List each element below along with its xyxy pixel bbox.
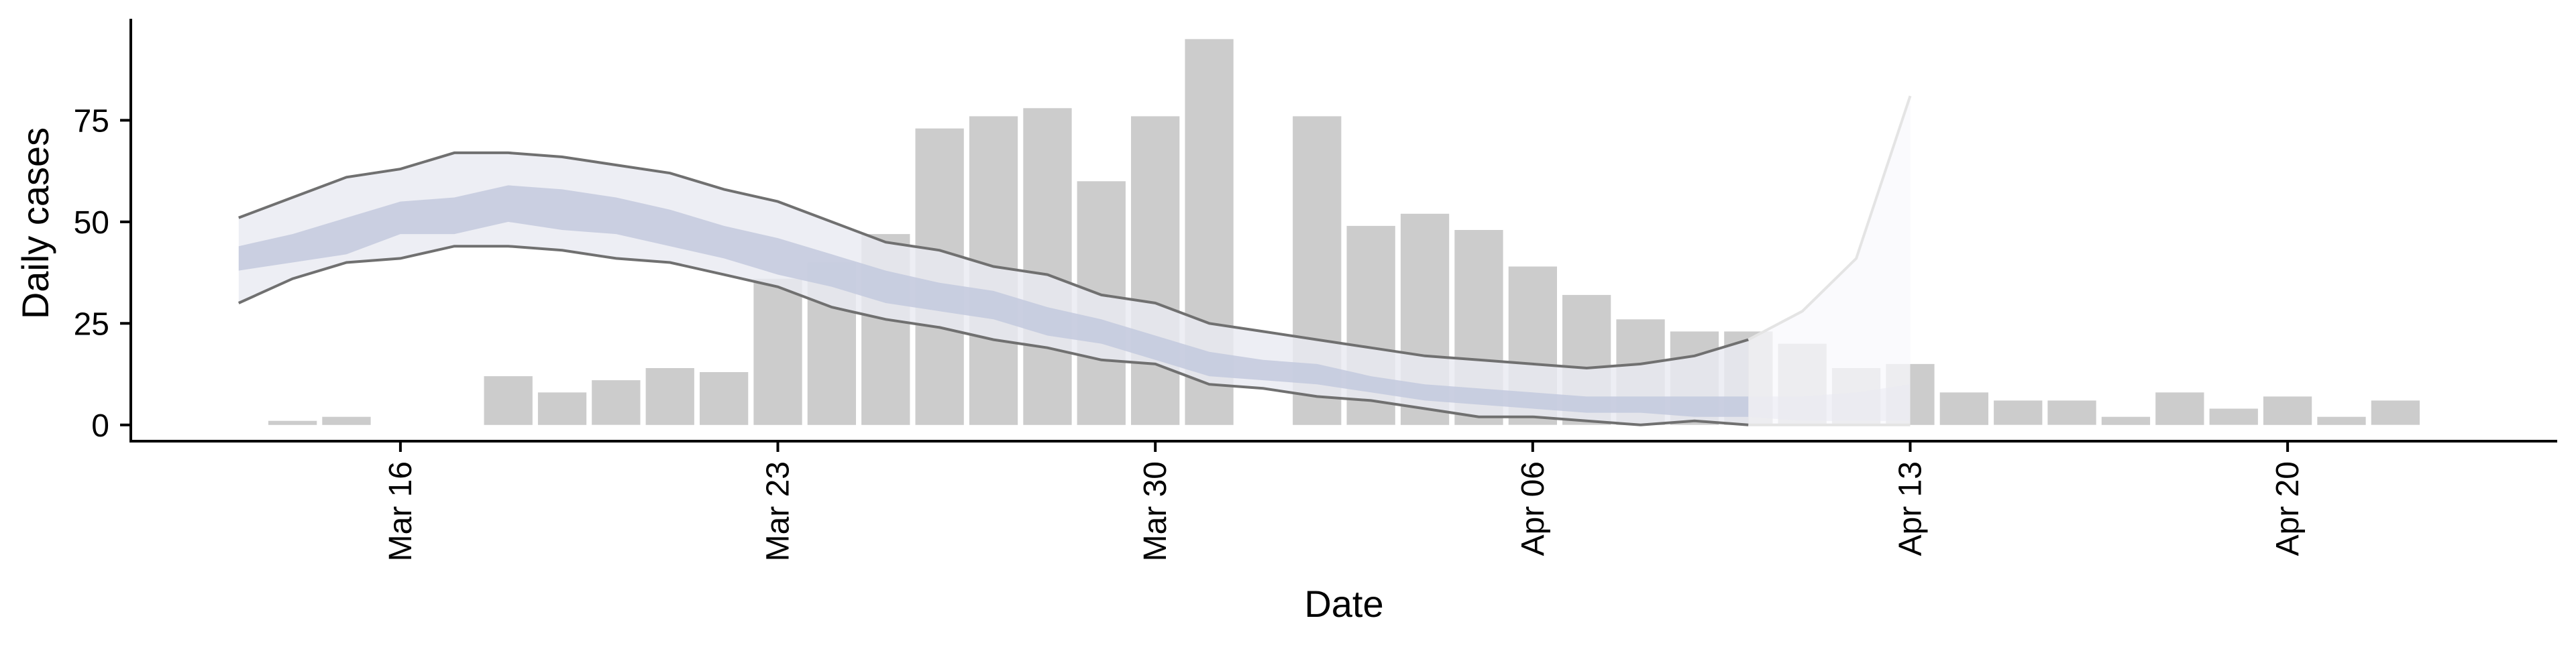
y-tick-label: 50 [74, 205, 109, 241]
x-tick-label: Apr 06 [1515, 461, 1551, 556]
bar [2317, 416, 2366, 425]
x-tick-label: Mar 23 [761, 461, 796, 561]
bar [2209, 408, 2258, 425]
x-tick-label: Mar 16 [383, 461, 419, 561]
bar [1994, 400, 2043, 425]
upper-bound-line [238, 151, 1749, 370]
bar [268, 420, 317, 425]
x-axis-title: Date [1304, 583, 1383, 625]
bar [2101, 416, 2151, 425]
bar [1023, 108, 1072, 425]
x-tick-label: Mar 30 [1138, 461, 1173, 561]
bar [753, 278, 802, 425]
ci-line-group [237, 95, 1912, 426]
bar [537, 392, 587, 425]
bar [592, 380, 641, 425]
lower-bound-line [237, 245, 1749, 426]
bar [1939, 392, 1988, 425]
outer-ci-band-projection [1748, 96, 1911, 425]
y-tick-label: 75 [74, 103, 109, 139]
y-tick-label: 0 [91, 408, 109, 444]
x-tick-label: Apr 20 [2270, 461, 2306, 556]
inner-ci-band [238, 185, 1749, 417]
bar [1131, 116, 1180, 425]
y-tick-label: 25 [74, 306, 109, 342]
bar [2047, 400, 2096, 425]
x-ticks: Mar 16 Mar 23 Mar 30 Apr 06 Apr 13 Apr 20 [383, 441, 2306, 561]
y-ticks: 0 25 50 75 [74, 103, 131, 444]
upper-bound-line-projection [1748, 95, 1912, 341]
bar [322, 416, 371, 425]
x-tick-label: Apr 13 [1893, 461, 1929, 556]
bar [700, 372, 749, 425]
bar [645, 368, 694, 425]
ci-band-group [238, 96, 1911, 425]
bar [2155, 392, 2204, 425]
bar [2263, 396, 2312, 425]
bar [484, 376, 533, 425]
inner-ci-band-projection [1748, 384, 1911, 421]
axes: 0 25 50 75 Mar 16 Mar 23 Mar 30 Apr 06 Apr 13 Ap… [74, 19, 2557, 561]
bar [2371, 400, 2420, 425]
y-axis-title: Daily cases [14, 127, 56, 319]
